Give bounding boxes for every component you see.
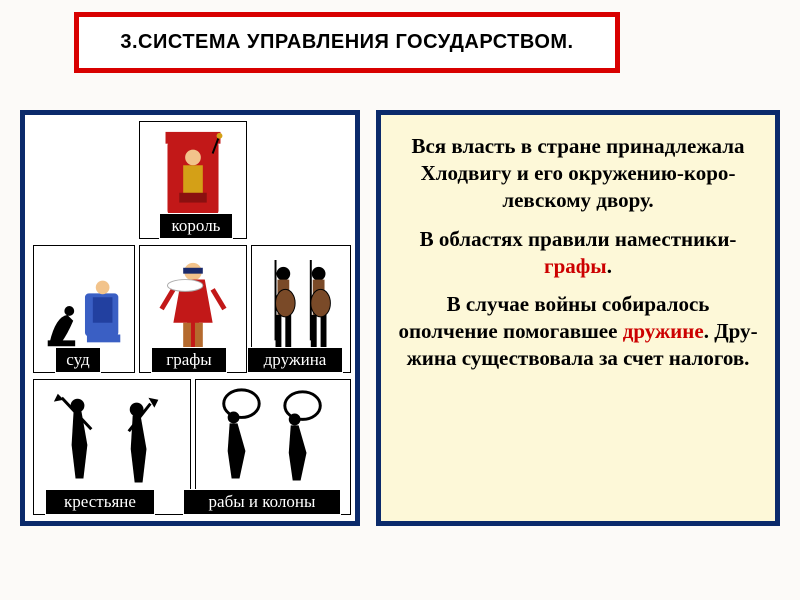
tag-slaves: рабы и колоны bbox=[183, 489, 341, 515]
tag-king: король bbox=[159, 213, 233, 239]
tag-court: суд bbox=[55, 347, 101, 373]
tag-counts: графы bbox=[151, 347, 227, 373]
paragraph-1: Вся власть в стране при­надлежала Хлодви… bbox=[395, 133, 761, 214]
p2a: В областях правили наместники- bbox=[420, 227, 737, 251]
p2b: . bbox=[607, 254, 612, 278]
paragraph-3: В случае войны собира­лось ополчение пом… bbox=[395, 291, 761, 372]
title-box: 3.СИСТЕМА УПРАВЛЕНИЯ ГОСУДАРСТВОМ. bbox=[74, 12, 620, 73]
diagram-inner: король суд bbox=[25, 115, 355, 521]
page-title: 3.СИСТЕМА УПРАВЛЕНИЯ ГОСУДАРСТВОМ. bbox=[120, 31, 573, 53]
p1-text: Вся власть в стране при­надлежала Хлодви… bbox=[411, 134, 744, 212]
p3-hl: дружине bbox=[623, 319, 704, 343]
tag-militia: дружина bbox=[247, 347, 343, 373]
description-box: Вся власть в стране при­надлежала Хлодви… bbox=[376, 110, 780, 526]
paragraph-2: В областях правили наместники-графы. bbox=[395, 226, 761, 280]
hierarchy-diagram: король суд bbox=[20, 110, 360, 526]
p2-hl: графы bbox=[544, 254, 607, 278]
tag-peasants: крестьяне bbox=[45, 489, 155, 515]
